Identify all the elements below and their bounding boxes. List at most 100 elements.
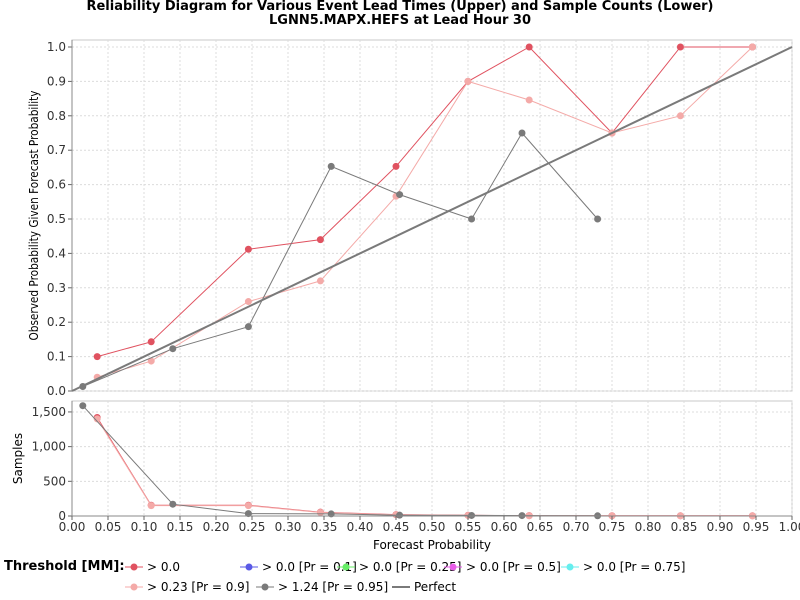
data-point bbox=[244, 323, 252, 331]
data-point bbox=[525, 96, 533, 104]
legend-item-label: > 0.0 [Pr = 0.1] bbox=[262, 560, 357, 574]
data-point bbox=[147, 338, 155, 346]
y-tick-label: 0.7 bbox=[47, 143, 66, 157]
data-point bbox=[147, 502, 155, 510]
y-tick-label: 1.0 bbox=[47, 40, 66, 54]
x-tick-label: 0.60 bbox=[491, 520, 518, 534]
legend-marker-icon bbox=[240, 563, 258, 571]
legend-item-label: > 0.0 [Pr = 0.75] bbox=[583, 560, 686, 574]
x-tick-label: 0.75 bbox=[599, 520, 626, 534]
x-tick-label: 0.25 bbox=[239, 520, 266, 534]
data-point bbox=[244, 245, 252, 253]
x-tick-label: 0.35 bbox=[311, 520, 338, 534]
data-point bbox=[594, 215, 602, 223]
data-point bbox=[244, 510, 252, 518]
y-tick-label: 0.0 bbox=[47, 384, 66, 398]
data-point bbox=[93, 415, 101, 423]
y-tick-label: 0.5 bbox=[47, 212, 66, 226]
data-point bbox=[748, 43, 756, 51]
y-tick-label: 0.8 bbox=[47, 109, 66, 123]
chart-title: Reliability Diagram for Various Event Le… bbox=[0, 0, 800, 28]
legend: Threshold [MM]: > 0.0 > 0.0 [Pr = 0.1] > 0… bbox=[4, 559, 800, 599]
data-point bbox=[396, 511, 404, 519]
legend-marker-icon bbox=[561, 563, 579, 571]
legend-row-1: Threshold [MM]: > 0.0 > 0.0 [Pr = 0.1] > 0… bbox=[4, 559, 800, 579]
y-tick-label: 1,500 bbox=[32, 405, 66, 419]
y-axis-label-reliability: Observed Probability Given Forecast Prob… bbox=[27, 91, 41, 341]
legend-marker-icon bbox=[125, 563, 143, 571]
y-tick-label: 0.1 bbox=[47, 350, 66, 364]
data-point bbox=[147, 357, 155, 365]
x-tick-label: 0.70 bbox=[563, 520, 590, 534]
x-tick-label: 0.40 bbox=[347, 520, 374, 534]
panel-samples: 0 500 1,000 1,500 Samples bbox=[11, 400, 793, 523]
data-point bbox=[676, 112, 684, 120]
legend-marker-icon bbox=[256, 583, 274, 591]
panel-reliability: 0.0 0.1 0.2 0.3 0.4 0.5 0.6 0.7 0.8 0.9 1.0 Observe… bbox=[27, 39, 793, 398]
legend-item: > 0.23 [Pr = 0.9] bbox=[125, 580, 250, 594]
x-axis-label: Forecast Probability bbox=[373, 538, 491, 552]
legend-item: > 0.0 [Pr = 0.25] bbox=[337, 560, 462, 574]
y-tick-label: 0.4 bbox=[47, 246, 66, 260]
x-tick-label: 0.05 bbox=[95, 520, 122, 534]
reliability-chart: 0.0 0.1 0.2 0.3 0.4 0.5 0.6 0.7 0.8 0.9 1.0 Observe… bbox=[11, 39, 800, 552]
chart-title-line-1: Reliability Diagram for Various Event Le… bbox=[86, 0, 714, 14]
x-tick-label: 1.00 bbox=[779, 520, 800, 534]
data-point bbox=[169, 500, 177, 508]
legend-item: > 1.24 [Pr = 0.95] bbox=[256, 580, 388, 594]
data-point bbox=[316, 277, 324, 285]
legend-item: Perfect bbox=[392, 580, 456, 594]
x-tick-label: 0.20 bbox=[203, 520, 230, 534]
legend-marker-icon bbox=[125, 583, 143, 591]
data-point bbox=[244, 298, 252, 306]
y-tick-label: 0.6 bbox=[47, 178, 66, 192]
y-tick-label: 500 bbox=[43, 474, 66, 488]
x-tick-label: 0.65 bbox=[527, 520, 554, 534]
data-point bbox=[316, 509, 324, 517]
data-point bbox=[392, 162, 400, 170]
legend-item-label: > 0.23 [Pr = 0.9] bbox=[147, 580, 250, 594]
legend-item: > 0.0 [Pr = 0.75] bbox=[561, 560, 686, 574]
data-point bbox=[676, 43, 684, 51]
x-tick-label: 0.80 bbox=[635, 520, 662, 534]
y-tick-label: 0.2 bbox=[47, 315, 66, 329]
legend-marker-icon bbox=[337, 563, 355, 571]
x-tick-label: 0.45 bbox=[383, 520, 410, 534]
series-line-0 bbox=[97, 46, 753, 358]
data-point bbox=[327, 162, 335, 170]
legend-item: > 0.0 [Pr = 0.1] bbox=[240, 560, 357, 574]
legend-title: Threshold [MM]: bbox=[4, 559, 125, 574]
series-line-3 bbox=[71, 46, 793, 392]
legend-item-label: > 1.24 [Pr = 0.95] bbox=[278, 580, 389, 594]
y-axis-label-samples: Samples bbox=[11, 433, 25, 484]
legend-item-label: > 0.0 [Pr = 0.25] bbox=[359, 560, 462, 574]
x-tick-label: 0.90 bbox=[707, 520, 734, 534]
legend-item-label: > 0.0 bbox=[147, 560, 180, 574]
x-tick-label: 0.50 bbox=[419, 520, 446, 534]
data-point bbox=[468, 511, 476, 519]
data-point bbox=[169, 345, 177, 353]
y-tick-label: 0.9 bbox=[47, 74, 66, 88]
legend-line-icon bbox=[392, 586, 410, 588]
series-line-1 bbox=[97, 46, 753, 378]
legend-marker-icon bbox=[444, 563, 462, 571]
x-tick-label: 0.30 bbox=[275, 520, 302, 534]
x-tick-label: 0.85 bbox=[671, 520, 698, 534]
y-tick-label: 0 bbox=[58, 509, 66, 523]
legend-item: > 0.0 bbox=[125, 560, 180, 574]
x-tick-label: 0.00 bbox=[59, 520, 86, 534]
x-tick-label: 0.10 bbox=[131, 520, 158, 534]
data-point bbox=[244, 502, 252, 510]
data-point bbox=[525, 43, 533, 51]
x-tick-label: 0.15 bbox=[167, 520, 194, 534]
series-line-2 bbox=[82, 132, 598, 387]
x-tick-label: 0.55 bbox=[455, 520, 482, 534]
legend-row-2: > 0.23 [Pr = 0.9] > 1.24 [Pr = 0.95] Perfe… bbox=[4, 579, 800, 599]
data-point bbox=[468, 215, 476, 223]
chart-title-line-2: LGNN5.MAPX.HEFS at Lead Hour 30 bbox=[268, 13, 532, 28]
data-point bbox=[79, 402, 87, 410]
y-tick-label: 0.3 bbox=[47, 281, 66, 295]
legend-item-label: Perfect bbox=[414, 580, 457, 594]
data-point bbox=[396, 191, 404, 199]
data-point bbox=[518, 129, 526, 137]
